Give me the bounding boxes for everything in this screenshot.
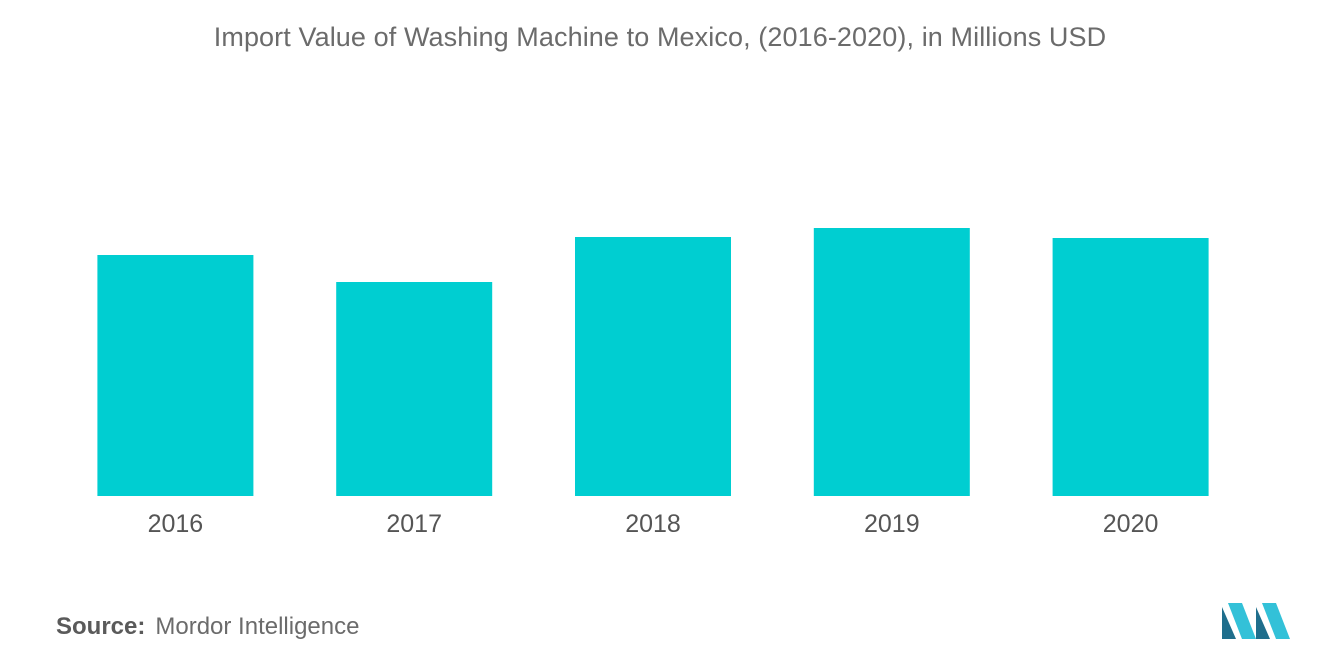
bar-2019 <box>813 228 970 496</box>
x-tick-labels: 2016 2017 2018 2019 2020 <box>148 510 1159 538</box>
source-note: Source: Mordor Intelligence <box>56 613 359 641</box>
x-tick-label-2017: 2017 <box>386 510 442 538</box>
bar-2017 <box>336 282 493 496</box>
bar-2018 <box>575 237 731 496</box>
source-value: Mordor Intelligence <box>155 613 360 640</box>
chart-title: Import Value of Washing Machine to Mexic… <box>213 22 1107 52</box>
x-tick-label-2020: 2020 <box>1103 510 1159 538</box>
bar-chart: 2016 2017 2018 2019 2020 <box>97 228 1209 538</box>
x-tick-label-2018: 2018 <box>625 510 681 538</box>
bar-2020 <box>1052 238 1209 496</box>
x-tick-label-2016: 2016 <box>148 510 204 538</box>
bars-group <box>97 228 1209 496</box>
x-tick-label-2019: 2019 <box>864 510 920 538</box>
bar-2016 <box>97 255 254 496</box>
mordor-intelligence-logo-icon <box>1222 603 1290 639</box>
source-label: Source: <box>56 613 146 640</box>
